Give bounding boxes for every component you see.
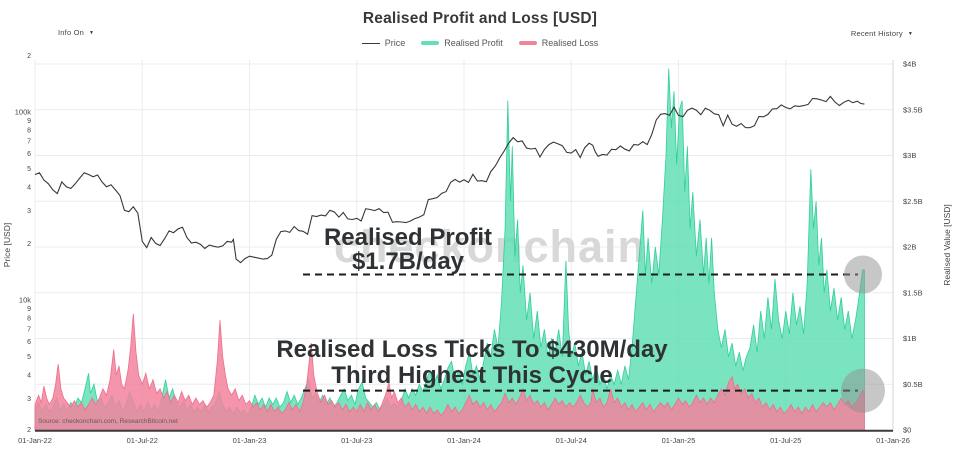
svg-text:01-Jul-25: 01-Jul-25 [770,436,801,445]
price-line [34,95,865,264]
realised-loss-swatch-icon [518,40,537,46]
svg-text:5: 5 [27,354,31,361]
svg-text:$2.5B: $2.5B [903,197,923,206]
svg-text:3: 3 [27,208,31,215]
info-on-label: Info On [58,28,84,37]
svg-text:8: 8 [27,128,31,135]
svg-text:$1B: $1B [903,334,916,343]
svg-text:2: 2 [27,53,31,60]
svg-text:$0.5B: $0.5B [903,380,923,389]
svg-text:10k: 10k [19,296,31,305]
annotation-text: Third Highest This Cycle [331,362,612,389]
legend-item-realised-profit[interactable]: Realised Profit [421,38,503,48]
svg-text:01-Jan-22: 01-Jan-22 [18,436,52,445]
x-axis-ticks: 01-Jan-22 01-Jul-22 01-Jan-23 01-Jul-23 01-J… [18,436,910,445]
svg-text:6: 6 [27,339,31,346]
page-title: Realised Profit and Loss [USD] [362,10,598,27]
chevron-down-icon: ▼ [89,29,95,36]
svg-text:5: 5 [27,166,31,173]
recent-history-dropdown[interactable]: Recent History ▼ [851,29,913,38]
svg-text:01-Jan-23: 01-Jan-23 [233,436,267,445]
svg-text:2: 2 [27,241,31,248]
legend-item-realised-loss[interactable]: Realised Loss [518,38,599,48]
svg-text:$4B: $4B [903,60,916,69]
svg-text:$3.5B: $3.5B [903,105,923,114]
recent-history-label: Recent History [850,29,903,38]
svg-text:$3B: $3B [903,151,916,160]
svg-text:8: 8 [27,316,31,323]
svg-text:7: 7 [27,139,31,146]
legend-label: Price [384,38,406,48]
svg-text:$2B: $2B [903,243,916,252]
right-axis-title: Realised Value [USD] [942,204,952,286]
left-axis-title: Price [USD] [2,223,12,267]
annotation-text: Realised Loss Ticks To $430M/day [276,336,668,363]
svg-text:01-Jan-24: 01-Jan-24 [447,436,481,445]
right-axis-ticks: $0 $0.5B $1B $1.5B $2B $2.5B $3B $3.5B $4B [903,60,923,435]
source-note: Source: checkonchain.com, ResearchBitcoi… [38,418,178,425]
svg-text:3: 3 [27,396,31,403]
svg-text:9: 9 [27,306,31,313]
realised-loss-area [34,313,865,431]
svg-text:01-Jul-24: 01-Jul-24 [556,436,587,445]
price-line-swatch-icon [361,42,380,44]
annotation-marker-circle [844,255,882,294]
watermark-text: checkonchain [334,221,646,272]
chart-legend: Price Realised Profit Realised Loss [0,38,960,48]
svg-text:01-Jan-25: 01-Jan-25 [662,436,696,445]
legend-item-price[interactable]: Price [361,38,406,48]
svg-text:2: 2 [27,427,31,434]
svg-text:100k: 100k [15,108,32,117]
svg-text:01-Jan-26: 01-Jan-26 [876,436,910,445]
legend-label: Realised Profit [444,38,503,48]
svg-text:4: 4 [27,372,31,379]
annotation-text: Realised Profit [324,224,492,251]
svg-text:4: 4 [27,184,31,191]
svg-text:01-Jul-22: 01-Jul-22 [127,436,158,445]
info-on-dropdown[interactable]: Info On ▼ [58,28,94,37]
svg-text:6: 6 [27,151,31,158]
annotation-text: $1.7B/day [352,248,465,275]
realised-profit-swatch-icon [421,40,440,46]
svg-text:7: 7 [27,327,31,334]
svg-text:$1.5B: $1.5B [903,288,923,297]
svg-text:01-Jul-23: 01-Jul-23 [341,436,372,445]
legend-label: Realised Loss [541,38,599,48]
svg-text:$0: $0 [903,426,911,435]
annotation-marker-circle [841,368,885,413]
chevron-down-icon: ▼ [907,30,913,37]
svg-text:9: 9 [27,118,31,125]
